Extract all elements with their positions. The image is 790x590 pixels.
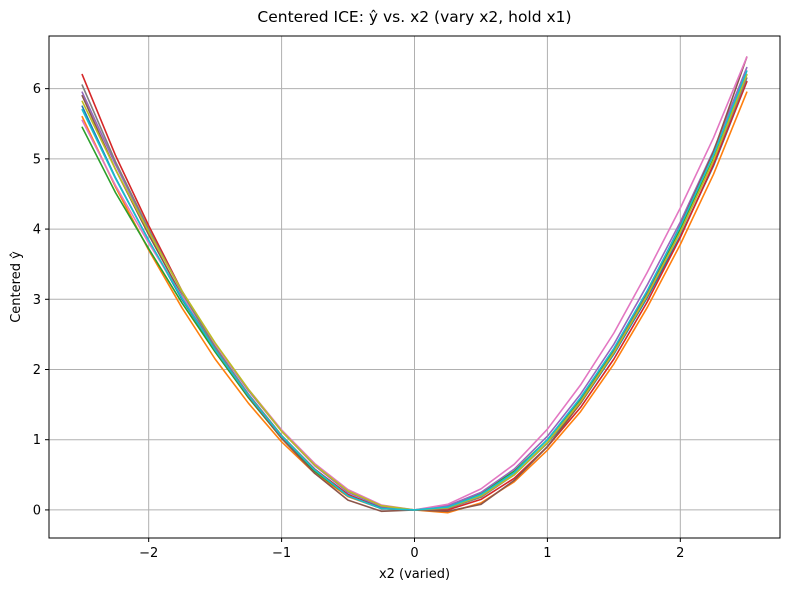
ice-series-line-10 bbox=[81, 70, 748, 511]
y-tick-label: 6 bbox=[33, 82, 41, 97]
y-tick-label: 4 bbox=[33, 223, 41, 238]
ticks-layer: −2 −1 0 1 2 0 1 2 3 4 5 6 bbox=[33, 82, 685, 561]
y-tick-label: 3 bbox=[33, 293, 41, 308]
y-tick-label: 2 bbox=[33, 363, 41, 378]
x-tick-label: −2 bbox=[139, 546, 158, 561]
x-tick-label: 2 bbox=[676, 546, 684, 561]
y-tick-label: 0 bbox=[33, 503, 41, 518]
grid-layer bbox=[49, 36, 780, 538]
x-tick-label: 0 bbox=[410, 546, 418, 561]
x-tick-label: 1 bbox=[543, 546, 551, 561]
y-tick-label: 1 bbox=[33, 433, 41, 448]
y-tick-label: 5 bbox=[33, 152, 41, 167]
series-layer bbox=[81, 56, 748, 514]
x-axis-title: x2 (varied) bbox=[379, 567, 450, 582]
y-axis-title: Centered ŷ bbox=[9, 251, 24, 323]
chart-title: Centered ICE: ŷ vs. x2 (vary x2, hold x1… bbox=[257, 8, 571, 26]
x-tick-label: −1 bbox=[272, 546, 291, 561]
